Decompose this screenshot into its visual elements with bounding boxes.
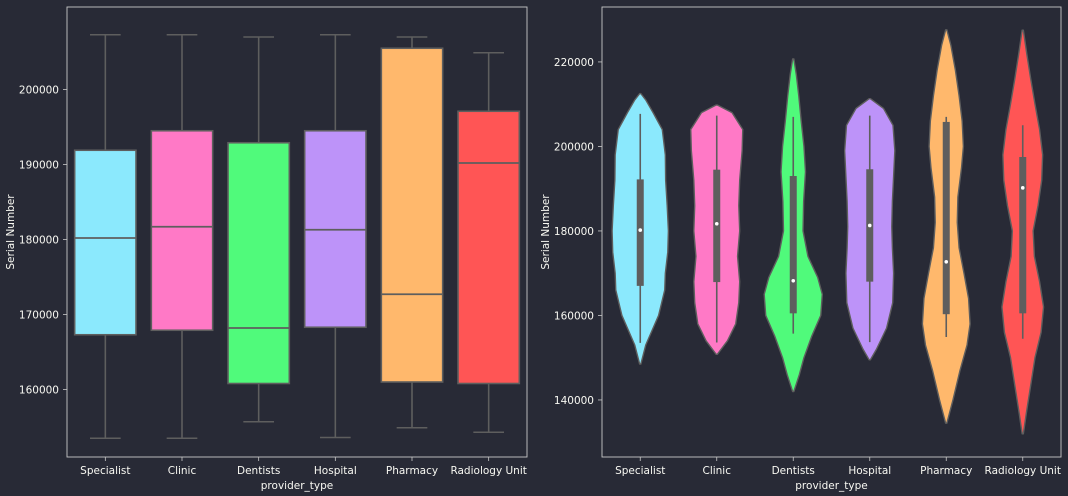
box-dentists <box>227 36 291 423</box>
box-hospital <box>303 33 367 439</box>
violin-clinic <box>690 104 744 356</box>
x-tick-label: Dentists <box>237 465 280 477</box>
violin-iqr-box <box>636 179 644 286</box>
box-plot-y-axis-label: Serial Number <box>5 194 17 270</box>
violin-dentists <box>763 58 824 393</box>
box-specialist <box>73 33 137 440</box>
violin-median-dot <box>1020 186 1025 190</box>
box-plot-area <box>73 33 521 440</box>
box-plot-frame <box>66 6 528 458</box>
box-iqr <box>227 141 291 385</box>
violin-plot-area <box>611 29 1045 435</box>
y-tick-label: 190000 <box>19 160 59 172</box>
box-iqr <box>457 110 521 385</box>
y-tick-label: 180000 <box>19 235 59 247</box>
violin-iqr-box <box>713 169 721 283</box>
x-tick-label: Clinic <box>168 465 197 477</box>
box-iqr <box>73 149 137 336</box>
x-tick-label: Hospital <box>314 465 357 477</box>
x-tick-label: Clinic <box>702 465 731 477</box>
violin-plot-x-axis: Specialist Clinic Dentists Hospital Pharmacy… <box>615 457 1061 477</box>
violin-specialist <box>611 92 670 365</box>
violin-median-dot <box>714 221 719 226</box>
y-tick-label: 170000 <box>19 310 59 322</box>
y-tick-label: 220000 <box>554 57 594 69</box>
violin-hospital <box>843 97 896 361</box>
violin-plot-y-axis: 140000 160000 180000 200000 220000 <box>554 57 602 407</box>
violin-radiology-unit <box>1001 29 1045 435</box>
box-pharmacy <box>380 36 444 429</box>
box-iqr <box>380 47 444 383</box>
x-tick-label: Pharmacy <box>920 465 972 477</box>
x-tick-label: Specialist <box>80 465 130 477</box>
violin-plot-x-axis-label: provider_type <box>795 480 867 492</box>
box-clinic <box>150 33 214 440</box>
x-tick-label: Hospital <box>848 465 891 477</box>
y-tick-label: 160000 <box>554 310 594 322</box>
x-tick-label: Radiology Unit <box>450 465 526 477</box>
violin-plot-y-axis-label: Serial Number <box>540 194 552 270</box>
box-plot-x-axis-label: provider_type <box>261 480 333 492</box>
violin-median-dot <box>944 259 949 264</box>
violin-median-dot <box>638 228 643 232</box>
violin-iqr-box <box>789 176 797 314</box>
box-iqr <box>150 129 214 332</box>
y-tick-label: 200000 <box>554 141 594 153</box>
box-plot-panel: 160000 170000 180000 190000 200000 Specialis… <box>5 6 528 492</box>
box-radiology-unit <box>457 51 521 434</box>
violin-iqr-box <box>1019 157 1027 314</box>
violin-iqr-box <box>942 121 950 315</box>
violin-plot-panel: 140000 160000 180000 200000 220000 Specialis… <box>540 6 1062 492</box>
x-tick-label: Radiology Unit <box>985 465 1061 477</box>
violin-median-dot <box>867 223 872 228</box>
y-tick-label: 200000 <box>19 85 59 97</box>
violin-median-dot <box>791 279 796 283</box>
y-tick-label: 140000 <box>554 395 594 407</box>
box-plot-x-axis: Specialist Clinic Dentists Hospital Pharmacy… <box>80 457 527 477</box>
y-tick-label: 160000 <box>19 385 59 397</box>
violin-pharmacy <box>921 29 971 424</box>
x-tick-label: Specialist <box>615 465 665 477</box>
box-plot-y-axis: 160000 170000 180000 190000 200000 <box>19 85 67 397</box>
x-tick-label: Pharmacy <box>386 465 438 477</box>
x-tick-label: Dentists <box>772 465 815 477</box>
violin-plot-frame <box>601 6 1062 458</box>
y-tick-label: 180000 <box>554 226 594 238</box>
